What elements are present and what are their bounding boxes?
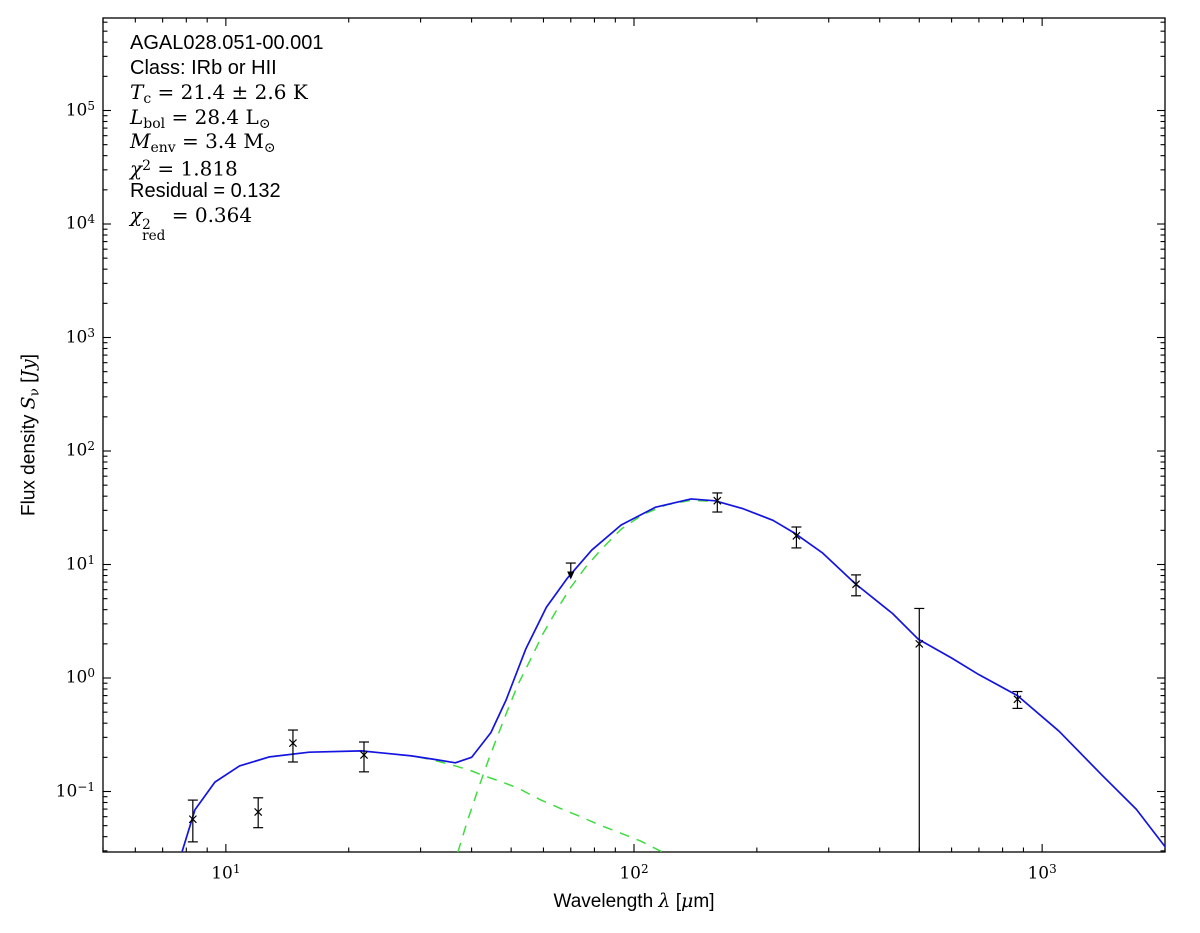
text-segment: ν (27, 388, 43, 397)
x-marker (254, 807, 263, 817)
text-segment: 2 (142, 157, 152, 174)
model-total-curve (181, 498, 1165, 852)
text-segment: = 0.364 (165, 203, 253, 228)
data-point (287, 729, 298, 763)
annotation-temperature: Tc = 21.4 ± 2.6 K (130, 80, 324, 108)
x-marker (359, 750, 369, 759)
sub-sup-stack: 2 red (142, 216, 166, 244)
annotation-source-class: Class: IRb or HII (130, 56, 324, 81)
text-segment: Wavelength (553, 891, 659, 912)
annotation-residual: Residual = 0.132 (130, 179, 324, 204)
text-segment: env (150, 140, 176, 157)
text-segment: c (143, 91, 152, 108)
text-segment: Jy (17, 359, 40, 378)
data-point (851, 574, 862, 597)
data-point (712, 492, 723, 513)
text-segment: [ (18, 377, 40, 389)
text-segment: = 1.818 (151, 156, 238, 181)
text-segment: μ (681, 890, 694, 912)
text-segment: χ (130, 203, 143, 228)
text-segment: = 3.4 M (175, 129, 264, 154)
y-tick-label: 10−1 (55, 779, 95, 802)
x-marker (713, 496, 722, 505)
annotation-chi-square: χ2 = 1.818 (130, 154, 324, 181)
component-cold-greybody-curve (457, 499, 718, 852)
text-segment: AGAL028.051-00.001 (130, 32, 324, 54)
text-segment: Class: IRb or HII (130, 56, 277, 79)
x-tick-label: 102 (619, 862, 649, 884)
down-arrow-icon (567, 571, 575, 580)
text-segment: ] (18, 354, 40, 360)
y-tick-label: 105 (65, 98, 95, 121)
data-point (1012, 690, 1023, 709)
x-tick-label: 103 (1027, 862, 1057, 884)
x-marker (852, 580, 861, 589)
text-segment: = 21.4 ± 2.6 K (151, 80, 308, 105)
text-segment: [ (670, 891, 682, 912)
annotation-envelope-mass: Menv = 3.4 M⊙ (130, 129, 324, 157)
text-segment: χ (130, 156, 143, 181)
data-point (358, 741, 369, 773)
component-warm-blackbody-curve (418, 756, 664, 852)
x-marker (1013, 695, 1022, 704)
x-marker (915, 639, 924, 648)
x-marker (188, 815, 197, 824)
x-marker (288, 739, 297, 748)
fit-parameters-annotation: AGAL028.051-00.001 Class: IRb or HII Tc = … (130, 31, 324, 243)
x-marker (792, 531, 801, 540)
data-point (914, 607, 925, 852)
y-axis-label: Flux density Sν [Jy] (18, 354, 43, 516)
text-segment: λ (658, 890, 671, 912)
data-point (253, 797, 264, 829)
annotation-luminosity: Lbol = 28.4 L⊙ (130, 104, 324, 132)
text-segment: Flux density (18, 409, 40, 516)
text-segment: Residual = 0.132 (130, 179, 281, 202)
data-point (791, 526, 802, 549)
x-tick-label: 101 (211, 862, 241, 884)
data-point (187, 799, 198, 843)
y-tick-label: 101 (65, 552, 95, 575)
text-segment: L (130, 104, 144, 129)
text-segment: ⊙ (263, 140, 276, 157)
annotation-chi-square-reduced: χ 2 red = 0.364 (130, 203, 324, 242)
text-segment: S (17, 396, 40, 410)
text-segment: T (130, 80, 144, 105)
x-axis-label: Wavelength λ [μm] (554, 890, 715, 913)
text-segment: m] (693, 891, 715, 912)
y-tick-label: 104 (65, 212, 95, 234)
y-tick-label: 103 (65, 325, 95, 348)
text-segment: bol (143, 115, 166, 132)
annotation-source-name: AGAL028.051-00.001 (130, 31, 324, 56)
y-tick-label: 100 (65, 666, 95, 688)
y-tick-label: 102 (65, 439, 95, 461)
text-segment: ⊙ (258, 115, 271, 132)
text-segment: = 28.4 L (165, 104, 259, 129)
plot-frame (102, 17, 1166, 853)
text-segment: M (130, 129, 151, 154)
upper-limit-marker (565, 562, 576, 580)
